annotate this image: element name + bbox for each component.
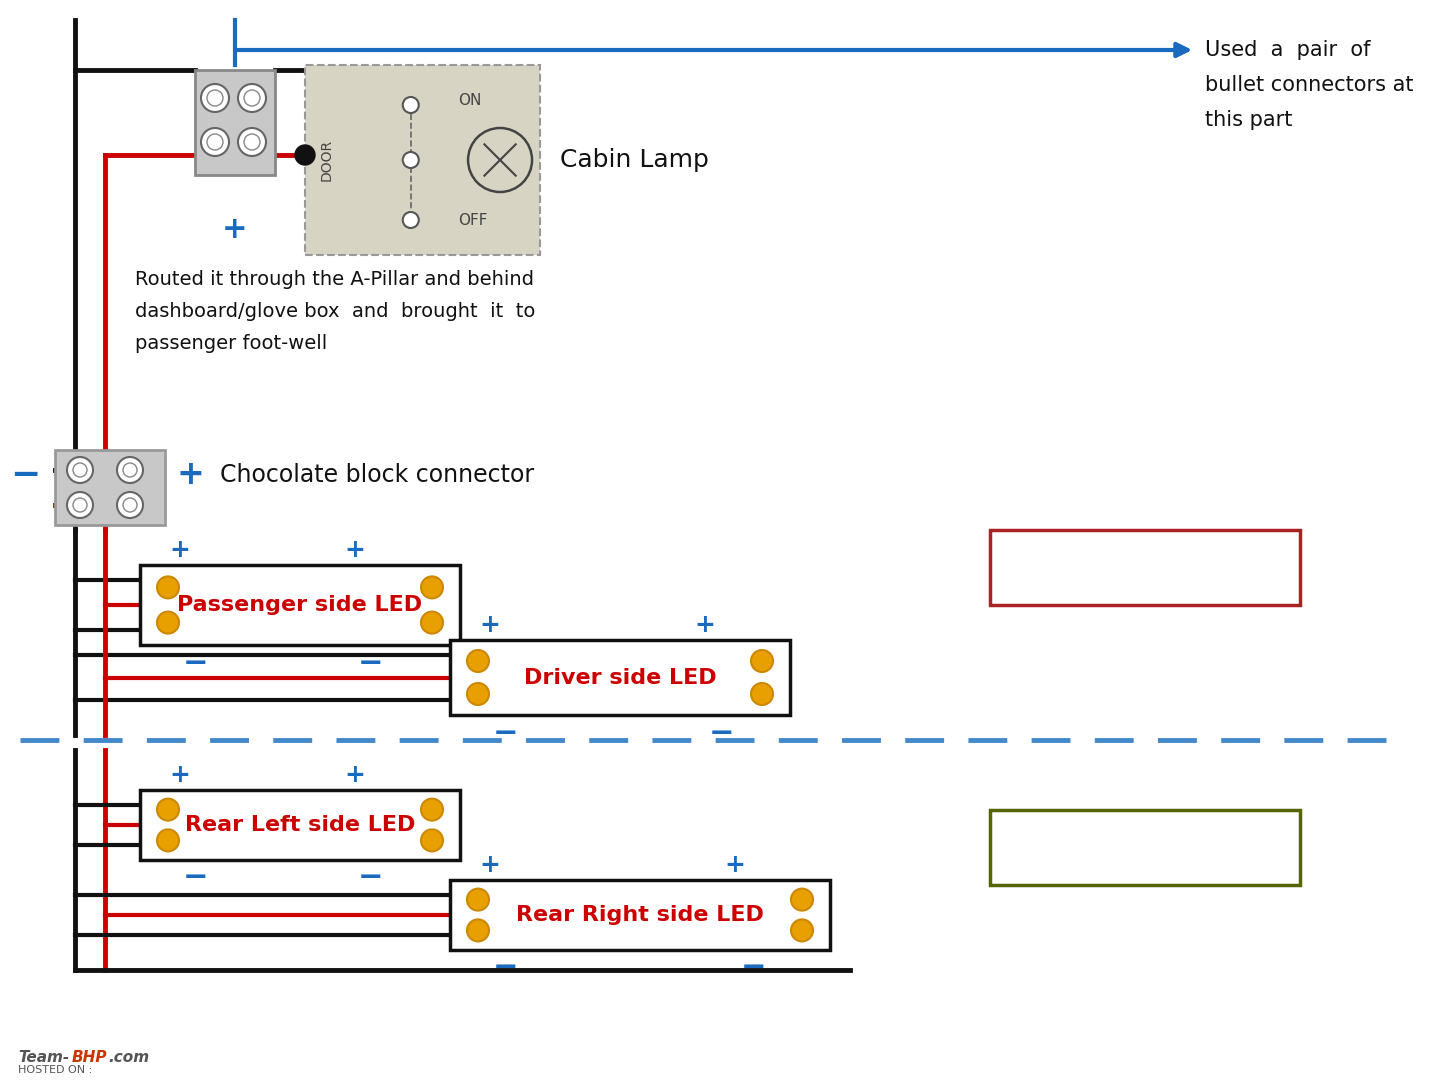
Text: −: −: [742, 954, 766, 983]
Bar: [451, 880, 829, 950]
Circle shape: [123, 498, 136, 512]
Text: −: −: [357, 864, 383, 892]
Text: BHP: BHP: [72, 1050, 108, 1065]
Circle shape: [751, 650, 773, 672]
Text: this part: this part: [1205, 110, 1293, 130]
Circle shape: [156, 577, 179, 598]
Circle shape: [403, 152, 419, 168]
Circle shape: [420, 611, 443, 634]
Bar: [990, 530, 1300, 605]
Text: .com: .com: [108, 1050, 149, 1065]
Text: +: +: [479, 853, 501, 877]
Text: +: +: [222, 215, 248, 244]
Circle shape: [67, 457, 93, 483]
Circle shape: [123, 463, 136, 477]
Text: Routed it through the A-Pillar and behind: Routed it through the A-Pillar and behin…: [135, 270, 534, 289]
Circle shape: [156, 611, 179, 634]
Circle shape: [118, 457, 144, 483]
Text: Rear Left side LED: Rear Left side LED: [185, 815, 415, 835]
Text: +: +: [169, 762, 191, 787]
Bar: [306, 65, 540, 255]
Circle shape: [403, 212, 419, 228]
Text: DOOR: DOOR: [320, 139, 334, 181]
Text: Cabin Lamp: Cabin Lamp: [560, 148, 709, 172]
Circle shape: [403, 97, 419, 113]
Text: Chocolate block connector: Chocolate block connector: [220, 463, 534, 487]
Text: passenger foot-well: passenger foot-well: [135, 334, 327, 353]
Text: −: −: [492, 718, 518, 747]
Circle shape: [201, 129, 230, 156]
Text: +: +: [177, 459, 204, 491]
Circle shape: [207, 134, 222, 150]
Circle shape: [420, 577, 443, 598]
Text: bullet connectors at: bullet connectors at: [1205, 75, 1413, 95]
Circle shape: [238, 129, 265, 156]
Bar: [451, 640, 791, 715]
Text: −: −: [182, 864, 208, 892]
Text: Used  a  pair  of: Used a pair of: [1205, 40, 1370, 60]
Text: +: +: [344, 538, 364, 562]
Text: +: +: [695, 613, 716, 637]
Circle shape: [468, 129, 532, 192]
Circle shape: [244, 90, 260, 106]
Text: ON: ON: [458, 93, 481, 108]
Circle shape: [420, 798, 443, 821]
Circle shape: [238, 84, 265, 112]
Text: Passenger side LED: Passenger side LED: [178, 595, 422, 615]
Text: +: +: [479, 613, 501, 637]
Circle shape: [791, 889, 814, 910]
Circle shape: [118, 492, 144, 518]
Text: −: −: [709, 718, 735, 747]
Circle shape: [67, 492, 93, 518]
Bar: [55, 450, 165, 525]
Text: Team-: Team-: [19, 1050, 69, 1065]
Text: +: +: [169, 538, 191, 562]
Text: REAR END: REAR END: [1059, 833, 1231, 862]
Circle shape: [201, 84, 230, 112]
Text: −: −: [10, 458, 40, 492]
Text: −: −: [182, 648, 208, 677]
Circle shape: [73, 498, 88, 512]
Circle shape: [296, 145, 316, 165]
Circle shape: [73, 463, 88, 477]
Text: +: +: [725, 853, 745, 877]
Text: Rear Right side LED: Rear Right side LED: [517, 905, 763, 924]
Bar: [141, 789, 461, 860]
Circle shape: [466, 919, 489, 942]
Text: −: −: [492, 954, 518, 983]
Text: FRONT END: FRONT END: [1046, 553, 1244, 582]
Text: Driver side LED: Driver side LED: [524, 667, 716, 688]
Text: dashboard/glove box  and  brought  it  to: dashboard/glove box and brought it to: [135, 302, 535, 321]
Bar: [141, 565, 461, 645]
Circle shape: [466, 650, 489, 672]
Circle shape: [156, 829, 179, 851]
Circle shape: [751, 683, 773, 705]
Circle shape: [466, 683, 489, 705]
Circle shape: [207, 90, 222, 106]
Bar: [195, 70, 276, 175]
Circle shape: [420, 829, 443, 851]
Text: HOSTED ON :: HOSTED ON :: [19, 1065, 92, 1075]
Circle shape: [156, 798, 179, 821]
Circle shape: [466, 889, 489, 910]
Bar: [990, 810, 1300, 885]
Text: OFF: OFF: [458, 213, 488, 228]
Circle shape: [791, 919, 814, 942]
Text: −: −: [357, 648, 383, 677]
Text: +: +: [344, 762, 364, 787]
Circle shape: [244, 134, 260, 150]
